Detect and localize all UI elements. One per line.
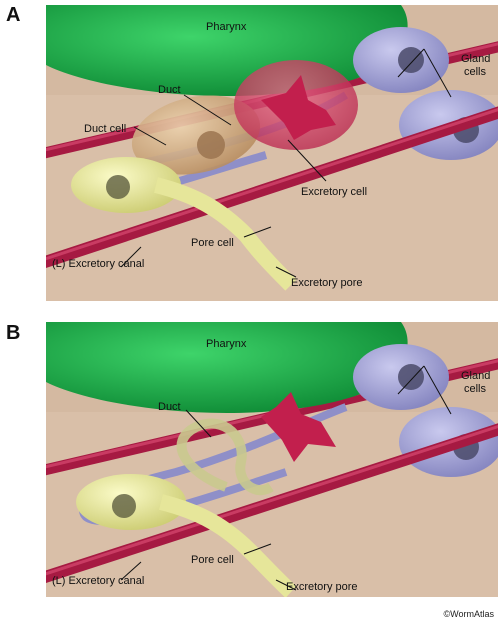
label-duct: Duct <box>158 401 181 413</box>
gland-nucleus-upper <box>398 47 424 73</box>
panel-a: Pharynx Duct cell Duct Gland cells Excre… <box>46 5 498 301</box>
label-pharynx: Pharynx <box>206 338 247 350</box>
label-excretory-canal: (L) Excretory canal <box>52 575 144 587</box>
label-gland-cells-1: Gland <box>461 370 490 382</box>
leader-lines-a <box>120 48 452 278</box>
duct-tube <box>176 418 274 496</box>
label-excretory-pore: Excretory pore <box>286 581 358 593</box>
excretory-canal <box>46 106 498 269</box>
excretory-canal <box>46 423 498 584</box>
label-pore-cell: Pore cell <box>191 554 234 566</box>
duct-cell-nucleus <box>197 131 225 159</box>
label-excretory-canal: (L) Excretory canal <box>52 258 144 270</box>
pore-cell-nucleus <box>112 494 136 518</box>
label-excretory-cell: Excretory cell <box>301 186 367 198</box>
panel-b: Pharynx Duct Gland cells Pore cell (L) E… <box>46 322 498 597</box>
label-gland-cells-2: cells <box>464 66 487 78</box>
gland-nucleus-upper <box>398 364 424 390</box>
label-pharynx: Pharynx <box>206 21 247 33</box>
credit-text: ©WormAtlas <box>443 609 494 619</box>
label-gland-cells-2: cells <box>464 383 487 395</box>
pore-cell-nucleus <box>106 175 130 199</box>
excretory-cell-body <box>261 75 336 140</box>
pore-tube <box>154 177 297 291</box>
label-gland-cells-1: Gland <box>461 53 490 65</box>
label-duct-cell: Duct cell <box>84 123 126 135</box>
panel-a-diagram: Pharynx Duct cell Duct Gland cells Excre… <box>46 5 498 301</box>
panel-a-letter: A <box>6 4 21 26</box>
excretory-cell <box>261 392 336 462</box>
duct-cell <box>131 95 261 175</box>
label-excretory-pore: Excretory pore <box>291 277 363 289</box>
pore-tube <box>159 494 297 597</box>
leader-lines-b <box>120 365 452 591</box>
panel-b-diagram: Pharynx Duct Gland cells Pore cell (L) E… <box>46 322 498 597</box>
label-pore-cell: Pore cell <box>191 237 234 249</box>
pharynx <box>46 322 408 413</box>
panel-b-letter: B <box>6 322 21 344</box>
label-duct: Duct <box>158 84 181 96</box>
